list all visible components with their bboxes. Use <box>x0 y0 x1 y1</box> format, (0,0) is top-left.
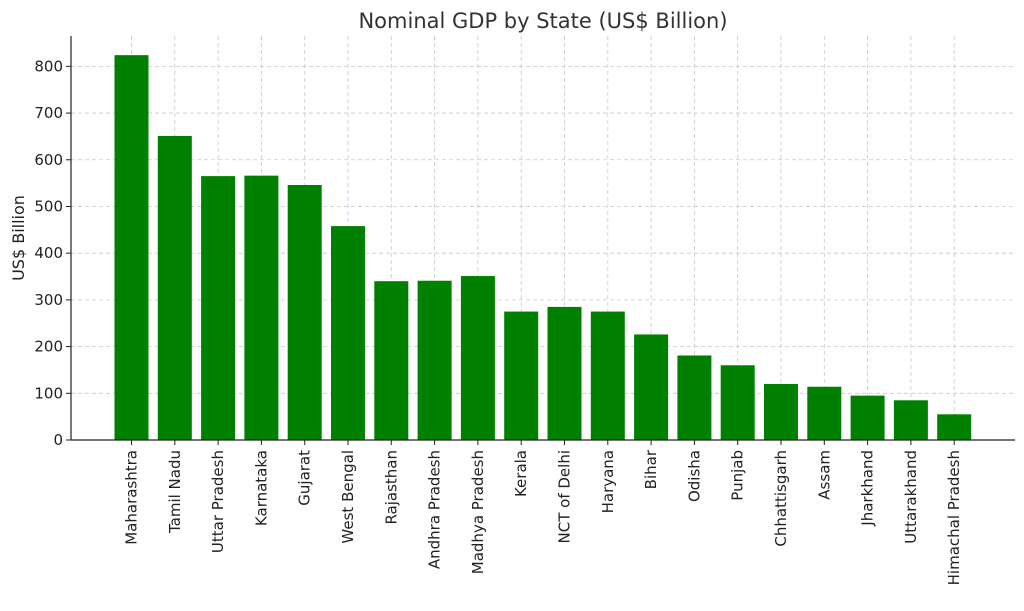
x-tick-label-1: Tamil Nadu <box>166 450 184 534</box>
x-tick-label-14: Punjab <box>729 450 747 501</box>
x-tick-label-19: Himachal Pradesh <box>945 450 963 585</box>
x-tick-label-11: Haryana <box>599 450 617 513</box>
x-tick-label-9: Kerala <box>512 450 530 497</box>
bar-5 <box>331 226 365 440</box>
bar-2 <box>201 176 236 440</box>
x-tick-label-8: Madhya Pradesh <box>469 450 487 574</box>
bar-19 <box>937 414 972 440</box>
x-tick-label-3: Karnataka <box>252 450 270 526</box>
bar-10 <box>547 306 582 440</box>
bar-14 <box>720 365 755 440</box>
x-tick-label-7: Andhra Pradesh <box>426 450 444 569</box>
x-tick-label-12: Bihar <box>642 449 660 489</box>
x-tick-label-10: NCT of Delhi <box>556 450 574 543</box>
bar-13 <box>677 355 712 440</box>
x-tick-label-0: Maharashtra <box>123 450 141 545</box>
x-tick-label-16: Assam <box>815 450 833 500</box>
x-tick-label-6: Rajasthan <box>382 450 400 525</box>
y-tick-label-0: 0 <box>53 431 63 449</box>
x-tick-label-17: Jharkhand <box>859 450 877 527</box>
bars <box>114 55 972 440</box>
bar-18 <box>893 400 928 440</box>
bar-1 <box>157 135 192 440</box>
x-tick-label-13: Odisha <box>685 450 703 502</box>
y-tick-label-6: 600 <box>34 151 63 169</box>
y-axis-label: US$ Billion <box>9 195 28 281</box>
bar-12 <box>634 334 669 440</box>
y-tick-label-4: 400 <box>34 244 63 262</box>
bar-15 <box>764 383 798 440</box>
bar-6 <box>374 281 409 440</box>
bar-17 <box>850 395 885 440</box>
axes <box>70 36 1015 441</box>
x-tick-label-18: Uttarakhand <box>902 450 920 544</box>
bar-9 <box>504 311 539 440</box>
x-tick-label-4: Gujarat <box>296 450 314 506</box>
bar-7 <box>417 280 452 440</box>
bar-0 <box>114 55 149 440</box>
bar-16 <box>807 386 842 440</box>
bar-4 <box>287 184 322 440</box>
bar-11 <box>590 311 625 440</box>
y-tick-label-1: 100 <box>34 384 63 402</box>
bar-8 <box>460 276 495 440</box>
y-tick-label-2: 200 <box>34 338 63 356</box>
y-tick-label-7: 700 <box>34 104 63 122</box>
y-tick-label-8: 800 <box>34 57 63 75</box>
x-tick-label-15: Chhattisgarh <box>772 450 790 547</box>
y-ticks: 0 100 200 300 400 500 600 700 800 <box>34 57 71 449</box>
x-tick-label-5: West Bengal <box>339 450 357 544</box>
bar-3 <box>244 175 279 440</box>
chart-title: Nominal GDP by State (US$ Billion) <box>358 9 727 33</box>
y-tick-label-3: 300 <box>34 291 63 309</box>
x-tick-label-2: Uttar Pradesh <box>209 450 227 553</box>
x-ticks: Maharashtra Tamil Nadu Uttar Pradesh Karnat… <box>123 440 963 585</box>
y-tick-label-5: 500 <box>34 197 63 215</box>
